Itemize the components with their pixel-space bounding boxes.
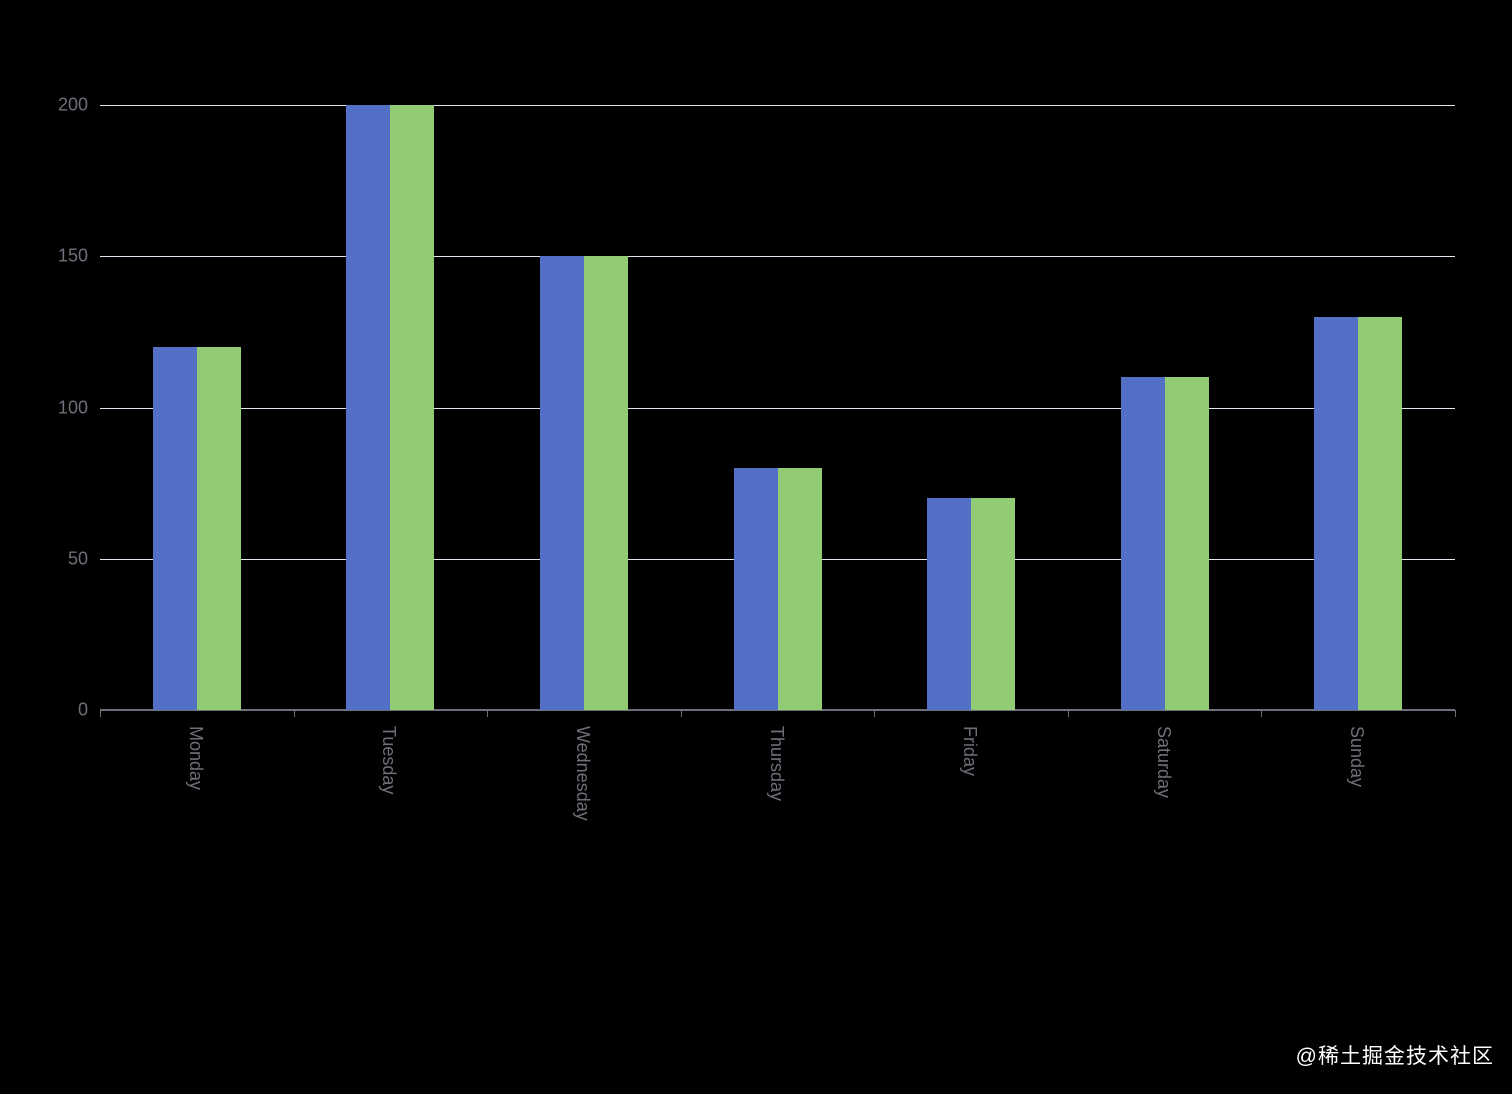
x-tick-label-monday: Monday: [185, 726, 206, 791]
x-tick-label-thursday: Thursday: [766, 726, 787, 802]
x-axis-tick: [1455, 710, 1456, 717]
x-axis-tick: [680, 710, 682, 717]
bar-series-blue-monday[interactable]: [152, 347, 197, 710]
y-tick-label-50: 50: [67, 548, 88, 569]
x-tick-label-sunday: Sunday: [1347, 726, 1368, 788]
bar-series-green-sunday[interactable]: [1358, 316, 1403, 710]
x-tick-label-wednesday: Wednesday: [572, 726, 593, 821]
x-axis-tick: [1261, 710, 1263, 717]
bar-series-green-wednesday[interactable]: [583, 256, 628, 710]
watermark: @稀土掘金技术社区: [1295, 1045, 1494, 1068]
gridline-y-150: [100, 256, 1455, 258]
x-tick-label-tuesday: Tuesday: [379, 726, 400, 795]
bar-series-blue-tuesday[interactable]: [346, 105, 391, 710]
gridline-y-100: [100, 407, 1455, 409]
y-tick-label-0: 0: [77, 699, 88, 720]
x-axis-tick: [293, 710, 295, 717]
y-tick-label-200: 200: [57, 94, 88, 115]
bar-series-blue-thursday[interactable]: [733, 468, 778, 710]
bar-series-blue-friday[interactable]: [927, 498, 972, 710]
x-axis-tick: [487, 710, 489, 717]
bar-series-blue-sunday[interactable]: [1314, 316, 1359, 710]
bar-series-green-thursday[interactable]: [777, 468, 822, 710]
gridline-y-200: [100, 105, 1455, 106]
bar-series-green-friday[interactable]: [971, 498, 1016, 710]
x-axis-tick: [874, 710, 876, 717]
bar-series-green-monday[interactable]: [196, 347, 241, 710]
y-tick-label-100: 100: [57, 397, 88, 417]
bar-series-blue-saturday[interactable]: [1120, 377, 1165, 710]
bar-series-blue-wednesday[interactable]: [539, 256, 584, 710]
x-tick-label-saturday: Saturday: [1153, 726, 1174, 799]
x-tick-label-friday: Friday: [960, 726, 981, 777]
y-tick-label-150: 150: [57, 245, 88, 266]
bar-series-green-tuesday[interactable]: [390, 105, 435, 710]
x-axis-line: [100, 709, 1455, 711]
x-axis-tick: [100, 710, 101, 717]
x-axis-tick: [1067, 710, 1069, 717]
bar-series-green-saturday[interactable]: [1164, 377, 1209, 710]
